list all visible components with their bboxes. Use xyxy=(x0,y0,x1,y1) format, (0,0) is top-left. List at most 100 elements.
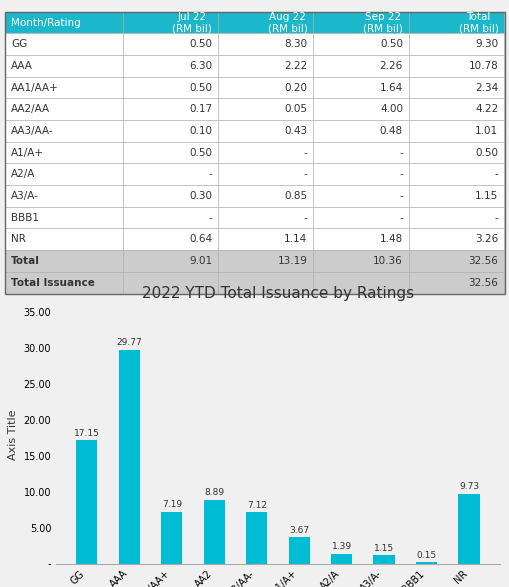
Text: 0.20: 0.20 xyxy=(284,83,307,93)
FancyBboxPatch shape xyxy=(408,185,503,207)
Text: -: - xyxy=(399,147,402,158)
FancyBboxPatch shape xyxy=(5,272,122,294)
FancyBboxPatch shape xyxy=(408,33,503,55)
FancyBboxPatch shape xyxy=(408,163,503,185)
FancyBboxPatch shape xyxy=(122,207,217,228)
Text: Sep 22
(RM bil): Sep 22 (RM bil) xyxy=(362,12,402,33)
FancyBboxPatch shape xyxy=(313,228,408,250)
Bar xyxy=(373,555,394,564)
FancyBboxPatch shape xyxy=(122,99,217,120)
Text: 0.15: 0.15 xyxy=(416,551,436,560)
Text: 7.12: 7.12 xyxy=(246,501,266,510)
FancyBboxPatch shape xyxy=(408,272,503,294)
FancyBboxPatch shape xyxy=(122,12,217,33)
FancyBboxPatch shape xyxy=(313,185,408,207)
Text: 0.30: 0.30 xyxy=(189,191,212,201)
FancyBboxPatch shape xyxy=(313,207,408,228)
Bar xyxy=(161,512,182,564)
Text: 0.50: 0.50 xyxy=(474,147,497,158)
FancyBboxPatch shape xyxy=(408,99,503,120)
Text: 32.56: 32.56 xyxy=(468,278,497,288)
Text: -: - xyxy=(399,191,402,201)
Text: 8.89: 8.89 xyxy=(204,488,224,497)
FancyBboxPatch shape xyxy=(313,142,408,163)
Bar xyxy=(76,440,97,564)
FancyBboxPatch shape xyxy=(122,33,217,55)
FancyBboxPatch shape xyxy=(122,250,217,272)
Text: Jul 22
(RM bil): Jul 22 (RM bil) xyxy=(172,12,212,33)
Text: 0.50: 0.50 xyxy=(189,147,212,158)
Text: 0.64: 0.64 xyxy=(188,234,212,244)
Text: GG: GG xyxy=(11,39,27,49)
FancyBboxPatch shape xyxy=(217,33,313,55)
FancyBboxPatch shape xyxy=(122,120,217,142)
FancyBboxPatch shape xyxy=(217,142,313,163)
Text: A3/A-: A3/A- xyxy=(11,191,39,201)
Text: 8.30: 8.30 xyxy=(284,39,307,49)
Text: 1.15: 1.15 xyxy=(474,191,497,201)
Title: 2022 YTD Total Issuance by Ratings: 2022 YTD Total Issuance by Ratings xyxy=(142,286,413,301)
FancyBboxPatch shape xyxy=(313,99,408,120)
Text: 1.14: 1.14 xyxy=(284,234,307,244)
Text: 2.22: 2.22 xyxy=(284,61,307,71)
FancyBboxPatch shape xyxy=(408,77,503,99)
Text: 0.85: 0.85 xyxy=(284,191,307,201)
FancyBboxPatch shape xyxy=(217,77,313,99)
Text: -: - xyxy=(208,169,212,179)
Text: 1.64: 1.64 xyxy=(379,83,402,93)
Text: -: - xyxy=(303,212,307,222)
Text: AA3/AA-: AA3/AA- xyxy=(11,126,53,136)
FancyBboxPatch shape xyxy=(122,272,217,294)
Text: 0.05: 0.05 xyxy=(284,104,307,114)
Text: 6.30: 6.30 xyxy=(188,61,212,71)
FancyBboxPatch shape xyxy=(122,228,217,250)
Text: 29.77: 29.77 xyxy=(116,339,142,348)
Text: A2/A: A2/A xyxy=(11,169,36,179)
Text: AAA: AAA xyxy=(11,61,33,71)
FancyBboxPatch shape xyxy=(122,142,217,163)
FancyBboxPatch shape xyxy=(313,250,408,272)
FancyBboxPatch shape xyxy=(408,228,503,250)
FancyBboxPatch shape xyxy=(217,12,313,33)
Text: 0.50: 0.50 xyxy=(189,83,212,93)
Y-axis label: Axis Title: Axis Title xyxy=(8,409,18,460)
Text: Aug 22
(RM bil): Aug 22 (RM bil) xyxy=(267,12,307,33)
FancyBboxPatch shape xyxy=(408,55,503,77)
FancyBboxPatch shape xyxy=(408,12,503,33)
Text: 3.26: 3.26 xyxy=(474,234,497,244)
Bar xyxy=(458,494,478,564)
Text: AA1/AA+: AA1/AA+ xyxy=(11,83,59,93)
Bar xyxy=(246,512,267,564)
Text: -: - xyxy=(303,169,307,179)
FancyBboxPatch shape xyxy=(217,99,313,120)
Text: Total: Total xyxy=(11,256,40,266)
FancyBboxPatch shape xyxy=(5,99,122,120)
Text: BBB1: BBB1 xyxy=(11,212,39,222)
Bar xyxy=(119,350,139,564)
FancyBboxPatch shape xyxy=(5,33,122,55)
FancyBboxPatch shape xyxy=(217,228,313,250)
FancyBboxPatch shape xyxy=(5,185,122,207)
FancyBboxPatch shape xyxy=(313,120,408,142)
FancyBboxPatch shape xyxy=(217,272,313,294)
Text: 4.22: 4.22 xyxy=(474,104,497,114)
FancyBboxPatch shape xyxy=(408,142,503,163)
Text: 10.36: 10.36 xyxy=(373,256,402,266)
Text: -: - xyxy=(208,212,212,222)
FancyBboxPatch shape xyxy=(217,207,313,228)
Text: 0.50: 0.50 xyxy=(189,39,212,49)
FancyBboxPatch shape xyxy=(217,185,313,207)
Text: 1.48: 1.48 xyxy=(379,234,402,244)
Text: -: - xyxy=(399,169,402,179)
Text: 2.26: 2.26 xyxy=(379,61,402,71)
FancyBboxPatch shape xyxy=(122,55,217,77)
Text: -: - xyxy=(494,212,497,222)
FancyBboxPatch shape xyxy=(217,120,313,142)
FancyBboxPatch shape xyxy=(5,207,122,228)
Text: 13.19: 13.19 xyxy=(277,256,307,266)
Text: -: - xyxy=(399,212,402,222)
FancyBboxPatch shape xyxy=(408,120,503,142)
FancyBboxPatch shape xyxy=(5,142,122,163)
Text: Total
(RM bil): Total (RM bil) xyxy=(458,12,497,33)
Text: 1.15: 1.15 xyxy=(373,544,393,553)
